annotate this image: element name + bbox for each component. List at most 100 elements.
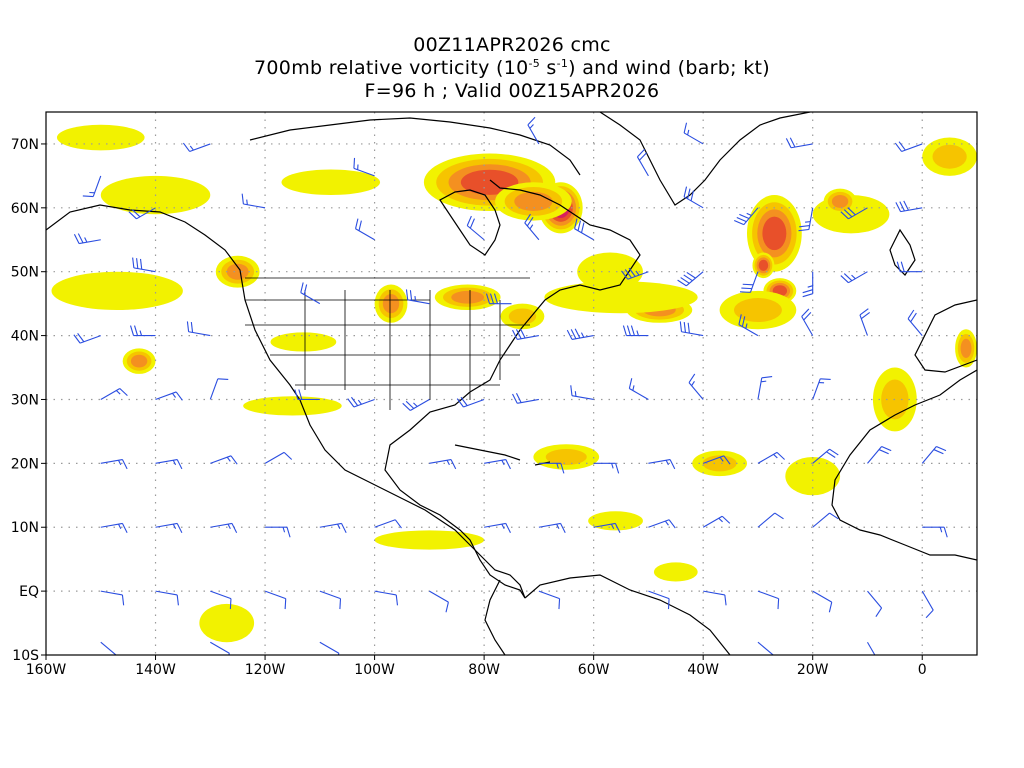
- lon-tick-label-120W: 120W: [245, 662, 286, 678]
- wind-barb-20: [319, 590, 342, 610]
- wind-barb-56: [648, 590, 670, 610]
- vorticity-blob-4-level-4: [758, 259, 769, 271]
- wind-barb-12: [210, 522, 238, 533]
- us-state-borders: [245, 277, 530, 410]
- greenland-coast: [599, 112, 811, 206]
- lon-tick-label-80W: 80W: [468, 662, 500, 678]
- vorticity-blob-16-level-1: [243, 396, 342, 416]
- wind-barb-25: [128, 207, 156, 220]
- vorticity-blob-6-level-2: [733, 298, 782, 323]
- vorticity-blob-8-level-1: [544, 281, 698, 314]
- wind-barb-36: [812, 378, 831, 400]
- vorticity-blob-15-level-1: [270, 332, 337, 352]
- wind-barb-57: [703, 590, 727, 606]
- iberia-coast: [914, 299, 977, 373]
- vorticity-shading: [51, 124, 977, 643]
- title-line-2-exponent-1: -5: [528, 57, 541, 70]
- lat-tick-label-20N: 20N: [11, 456, 39, 472]
- title-line-2-suffix: ) and wind (barb; kt): [568, 57, 770, 79]
- lat-tick-label-60N: 60N: [11, 201, 39, 217]
- chart-title-line-1: 00Z11APR2026 cmc: [413, 34, 611, 56]
- wind-barb-73: [802, 271, 814, 298]
- wind-barb-76: [683, 186, 704, 209]
- wind-barb-87: [485, 293, 512, 305]
- wind-barb-77: [733, 207, 759, 226]
- vorticity-blob-10-level-1: [51, 271, 183, 311]
- grid-lines: [46, 112, 977, 655]
- wind-barb-81: [636, 148, 649, 177]
- lat-tick-label-40N: 40N: [11, 329, 39, 345]
- wind-barb-92: [241, 193, 266, 209]
- vorticity-blob-32-level-3: [831, 195, 849, 208]
- wind-barb-28: [347, 396, 375, 408]
- vorticity-blob-18-level-2: [702, 455, 737, 472]
- vorticity-blob-13-level-3: [451, 290, 485, 304]
- wind-barb-4: [155, 391, 183, 401]
- lat-tick-label-30N: 30N: [11, 392, 39, 408]
- lat-tick-label-10S: 10S: [12, 648, 39, 664]
- wind-barb-31: [512, 393, 539, 404]
- wind-barb-34: [688, 373, 704, 400]
- wind-barb-8: [210, 455, 238, 465]
- vorticity-blob-26-level-1: [56, 124, 145, 151]
- wind-barb-60: [867, 590, 883, 617]
- title-line-2-exponent-2: -1: [556, 57, 569, 70]
- wind-barb-24: [73, 233, 101, 245]
- wind-barb-11: [155, 522, 183, 533]
- wind-barb-83: [785, 137, 813, 149]
- wind-barbs: [73, 116, 948, 655]
- wind-barb-41: [648, 458, 676, 470]
- wind-barb-5: [209, 378, 229, 400]
- vorticity-blob-14-level-2: [508, 308, 537, 325]
- vorticity-blob-23-level-2: [932, 144, 967, 169]
- wind-barb-91: [574, 218, 594, 241]
- lon-tick-label-140W: 140W: [135, 662, 176, 678]
- lat-tick-label-70N: 70N: [11, 137, 39, 153]
- wind-barb-99: [757, 641, 775, 655]
- wind-barb-6: [100, 458, 128, 470]
- lon-tick-label-0: 0: [918, 662, 927, 678]
- vorticity-blob-29-level-1: [374, 530, 485, 550]
- wind-barb-55: [538, 590, 561, 610]
- wind-barb-47: [484, 522, 511, 533]
- wind-barb-97: [210, 641, 230, 655]
- wind-barb-89: [466, 215, 485, 241]
- wind-barb-72: [739, 271, 759, 293]
- wind-barb-43: [757, 451, 785, 464]
- africa-coast: [831, 369, 977, 561]
- wind-barb-39: [538, 462, 565, 474]
- wind-barb-29: [402, 398, 430, 411]
- wind-barb-61: [921, 590, 934, 619]
- title-line-2-mid: s: [540, 57, 557, 79]
- wind-barb-54: [922, 526, 948, 538]
- wind-barb-2: [186, 321, 211, 337]
- lon-tick-label-20W: 20W: [797, 662, 829, 678]
- wind-barb-33: [628, 378, 649, 400]
- vorticity-blob-12-level-3: [382, 294, 400, 314]
- wind-barb-94: [527, 116, 540, 145]
- wind-barb-44: [812, 448, 839, 464]
- wind-barb-93: [353, 157, 375, 177]
- wind-barb-16: [100, 590, 125, 606]
- wind-barb-64: [738, 314, 759, 337]
- wind-barb-49: [593, 522, 621, 533]
- wind-barb-98: [319, 641, 340, 655]
- wind-barb-32: [570, 385, 594, 401]
- wind-barb-13: [265, 526, 291, 538]
- vorticity-blob-19-level-1: [785, 456, 841, 496]
- wind-barb-22: [429, 590, 449, 613]
- south-america-coast: [524, 574, 731, 655]
- wind-barb-75: [896, 261, 923, 273]
- wind-barb-1: [130, 325, 156, 337]
- vorticity-blob-3-level-4: [762, 216, 787, 251]
- title-line-2-prefix: 700mb relative vorticity (10: [254, 57, 529, 79]
- wind-barb-45: [867, 445, 892, 464]
- wind-barb-59: [812, 590, 833, 613]
- wind-barb-100: [866, 641, 876, 655]
- coastlines: [46, 112, 977, 655]
- wind-barb-74: [840, 271, 868, 284]
- gulf-coast: [384, 179, 641, 599]
- wind-barb-69: [512, 328, 539, 340]
- wind-barb-67: [907, 309, 923, 336]
